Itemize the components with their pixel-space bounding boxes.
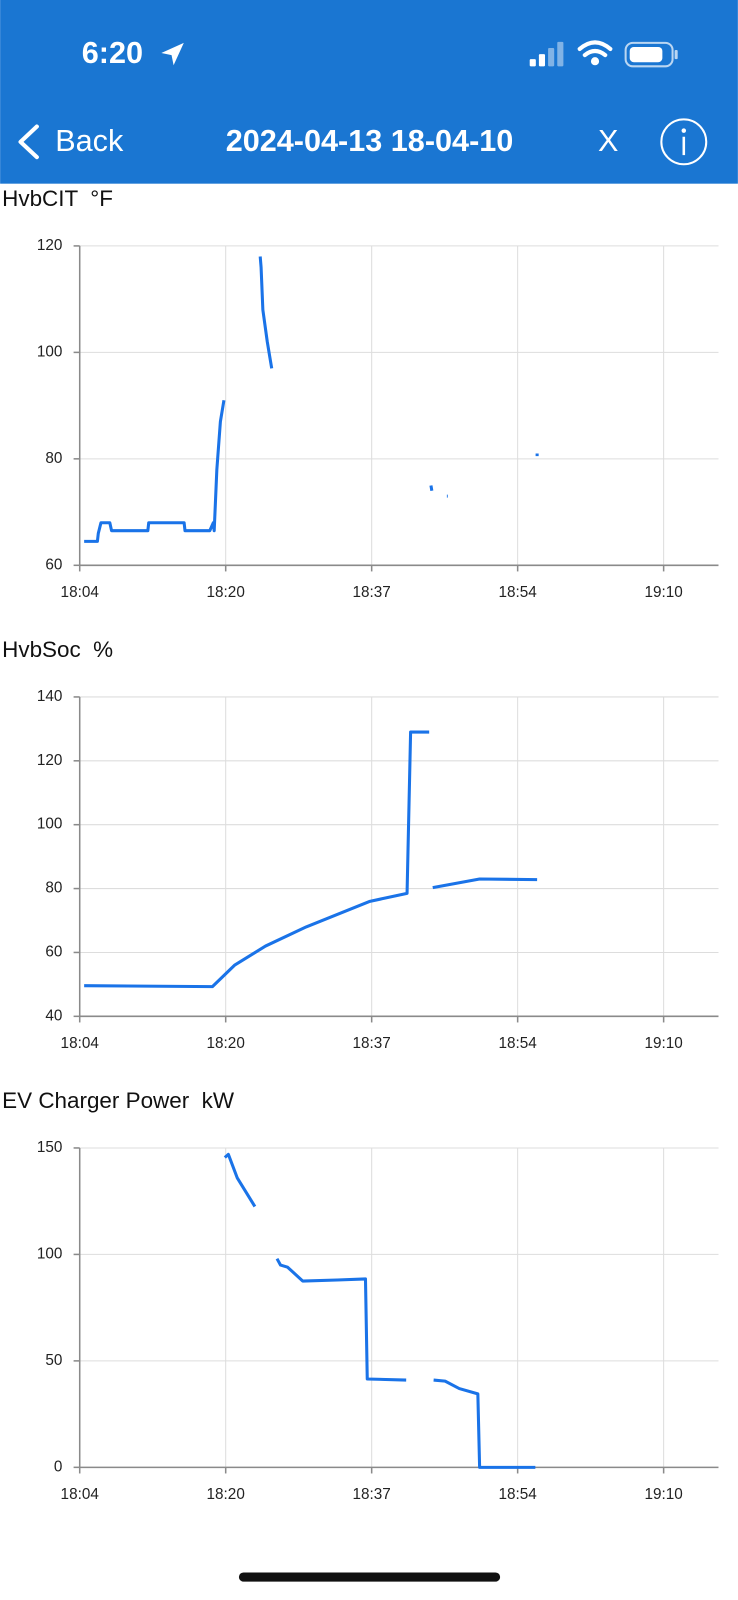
info-button[interactable] bbox=[660, 118, 708, 166]
close-button[interactable]: X bbox=[598, 124, 618, 158]
data-line bbox=[84, 256, 539, 543]
chart-title: EV Charger Power kW bbox=[2, 1088, 235, 1113]
x-tick-label: 19:10 bbox=[644, 1486, 682, 1503]
x-tick-label: 18:54 bbox=[499, 1035, 538, 1052]
home-indicator bbox=[238, 1572, 501, 1582]
y-tick-label: 150 bbox=[37, 1139, 63, 1156]
x-tick-label: 18:04 bbox=[61, 1035, 100, 1052]
x-tick-label: 19:10 bbox=[644, 1035, 682, 1052]
x-tick-label: 18:04 bbox=[61, 1486, 100, 1503]
data-line bbox=[84, 730, 538, 989]
signal-icon bbox=[529, 41, 564, 67]
y-tick-label: 140 bbox=[37, 688, 63, 705]
x-tick-label: 18:04 bbox=[61, 584, 100, 601]
y-tick-label: 120 bbox=[37, 752, 63, 769]
y-tick-label: 50 bbox=[45, 1352, 62, 1369]
y-tick-label: 100 bbox=[37, 343, 63, 360]
y-tick-label: 0 bbox=[54, 1458, 63, 1475]
back-chevron bbox=[18, 124, 39, 160]
chart-title: HvbSoc % bbox=[2, 637, 113, 662]
y-tick-label: 40 bbox=[45, 1007, 62, 1024]
y-tick-label: 60 bbox=[45, 943, 62, 960]
x-tick-label: 18:54 bbox=[499, 584, 538, 601]
back-button[interactable]: Back bbox=[18, 124, 124, 160]
x-tick-label: 18:20 bbox=[207, 1035, 245, 1052]
y-tick-label: 80 bbox=[45, 450, 62, 467]
header-bar bbox=[0, 0, 738, 184]
x-tick-label: 18:37 bbox=[353, 1486, 391, 1503]
back-label[interactable]: Back bbox=[55, 124, 124, 158]
chart-title: HvbCIT °F bbox=[2, 186, 113, 211]
x-tick-label: 18:37 bbox=[353, 1035, 391, 1052]
y-tick-label: 80 bbox=[45, 880, 62, 897]
x-tick-label: 18:54 bbox=[499, 1486, 538, 1503]
location-icon bbox=[161, 42, 184, 66]
y-tick-label: 100 bbox=[37, 1245, 63, 1262]
charts: HvbCIT °F 60 80 100 120 18:04 18:20 18:37 18:54 1… bbox=[2, 186, 719, 1503]
battery-icon bbox=[624, 41, 678, 68]
y-tick-label: 60 bbox=[45, 556, 62, 573]
status-time: 6:20 bbox=[82, 36, 143, 70]
data-line bbox=[223, 1152, 536, 1469]
x-tick-label: 18:20 bbox=[207, 1486, 245, 1503]
wifi-icon bbox=[577, 40, 613, 66]
y-tick-label: 100 bbox=[37, 816, 63, 833]
nav-title: 2024-04-13 18-04-10 bbox=[226, 124, 514, 158]
y-tick-label: 120 bbox=[37, 237, 63, 254]
x-tick-label: 19:10 bbox=[644, 584, 682, 601]
x-tick-label: 18:37 bbox=[353, 584, 391, 601]
x-tick-label: 18:20 bbox=[207, 584, 245, 601]
